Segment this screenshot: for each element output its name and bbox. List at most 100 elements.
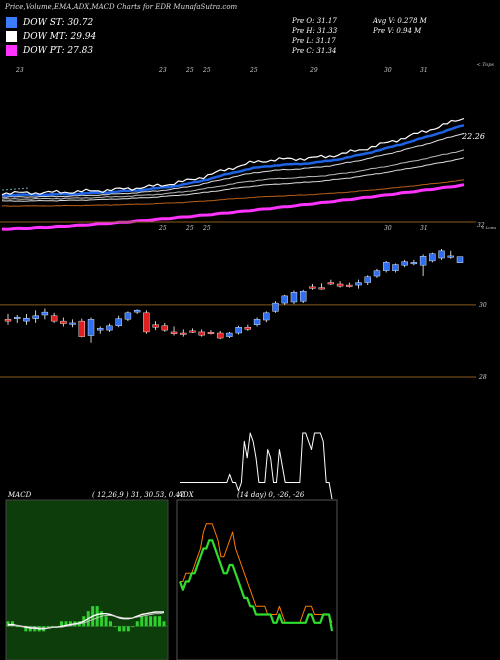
candle-body	[429, 253, 436, 262]
ema-date-label: 30	[384, 67, 392, 74]
macd-series-line	[8, 612, 165, 629]
macd-hist-bar	[100, 611, 104, 627]
macd-panel-bg	[5, 499, 169, 660]
ema-tops-label: < Tops	[476, 62, 494, 68]
candle-body	[244, 327, 252, 330]
candle-body	[281, 295, 288, 304]
candle-body	[115, 318, 122, 327]
macd-title: MACD	[7, 491, 32, 499]
candle-body	[69, 322, 76, 325]
candle-body	[97, 328, 104, 331]
macd-hist-bar	[122, 626, 126, 632]
ema-date-label: 29	[309, 67, 318, 74]
candle-body	[87, 319, 95, 336]
macd-hist-bar	[109, 621, 113, 627]
macd-hist-bar	[59, 621, 63, 627]
candle-body	[364, 276, 371, 283]
candle-body	[78, 320, 85, 337]
macd-hist-bar	[33, 626, 37, 632]
legend-swatch-st	[6, 17, 17, 28]
candle-body	[152, 324, 159, 328]
ema-lines	[1, 117, 465, 231]
price-tick-28: 28	[478, 374, 487, 381]
price-line	[1, 117, 465, 196]
candle-body	[4, 319, 12, 322]
ema-date-label: 25	[249, 67, 258, 74]
candle-body	[170, 331, 178, 334]
macd-hist-bar	[153, 616, 157, 627]
candle-body	[235, 327, 242, 334]
adx-params: (14 day) 0, -26, -26	[237, 491, 305, 499]
ema-date-label: 25	[185, 67, 194, 74]
macd-hist-bar	[117, 626, 121, 632]
legend-label-mt: DOW MT: 29.94	[23, 31, 97, 42]
candle-date-label: 25	[202, 225, 211, 232]
macd-hist-bar	[10, 621, 14, 627]
candle-body	[189, 330, 196, 333]
legend-swatch-pt	[6, 45, 17, 56]
ema-date-label: 31	[420, 67, 428, 74]
macd-hist-bar	[144, 616, 148, 627]
ema-mid-line-1	[1, 157, 465, 202]
candle-date-label: 25	[185, 225, 194, 232]
legend-dow-pt: DOW PT: 27.83	[6, 45, 93, 56]
candle-body	[410, 262, 418, 265]
legend-label-pt: DOW PT: 27.83	[23, 45, 94, 56]
chart-title: Price,Volume,EMA,ADX,MACD Charts for EDR…	[5, 3, 238, 11]
candle-body	[456, 256, 464, 263]
macd-hist-bar	[135, 621, 139, 627]
candle-body	[226, 332, 233, 337]
macd-series-line	[8, 611, 164, 630]
candle-body	[41, 311, 49, 316]
ema-mid-line-3	[1, 132, 465, 198]
ema-dotted-line	[1, 187, 31, 191]
macd-hist-bar	[6, 621, 10, 627]
candle-body	[143, 312, 150, 333]
price-tick-30: 30	[479, 302, 487, 309]
adx-series-line	[178, 539, 334, 632]
candle-body	[263, 312, 270, 321]
candle-body	[401, 261, 408, 266]
adx-series-line	[180, 523, 333, 624]
candle-body	[447, 255, 454, 258]
ohlc-low: Pre L: 31.17	[292, 37, 336, 45]
candle-body	[161, 325, 169, 331]
candle-date-label: 25	[158, 225, 167, 232]
adx-panel-bg	[176, 499, 338, 660]
candle-body	[327, 282, 335, 285]
macd-hist-bar	[140, 616, 144, 627]
candle-body	[299, 291, 307, 302]
candle-body	[106, 325, 113, 331]
ema-value-label: 22.26	[461, 132, 485, 141]
ema-date-label: 25	[202, 67, 211, 74]
macd-hist-bar	[158, 616, 162, 627]
candle-body	[373, 270, 381, 277]
ema-short-line	[1, 124, 465, 197]
ema-long-line	[2, 179, 465, 207]
legend-dow-mt: DOW MT: 29.94	[6, 31, 96, 42]
candle-body	[14, 316, 21, 319]
legend-label-st: DOW ST: 30.72	[23, 17, 94, 28]
price-tick-32: 32	[477, 222, 485, 229]
candle-date-label: 30	[384, 225, 392, 232]
candle-body	[346, 284, 353, 287]
adx-series-line	[180, 432, 333, 500]
macd-hist-bar	[113, 626, 117, 628]
ema-mid-line-2	[1, 149, 465, 200]
macd-hist-bar	[162, 621, 166, 627]
avg-volume: Avg V: 0.278 M	[373, 17, 427, 25]
candle-body	[32, 315, 39, 319]
adx-title: ADX	[177, 491, 195, 499]
macd-hist-bar	[149, 616, 153, 627]
candle-date-label: 31	[420, 225, 428, 232]
ema-pt-line	[1, 183, 465, 231]
candle-body	[318, 287, 325, 290]
candle-body	[133, 310, 141, 313]
macd-params: ( 12,26,9 ) 31, 30.53, 0.47	[92, 491, 185, 499]
candle-body	[438, 250, 445, 259]
candle-body	[124, 312, 132, 320]
macd-hist-bar	[46, 626, 50, 628]
candle-body	[23, 318, 30, 322]
macd-hist-bar	[104, 616, 108, 627]
